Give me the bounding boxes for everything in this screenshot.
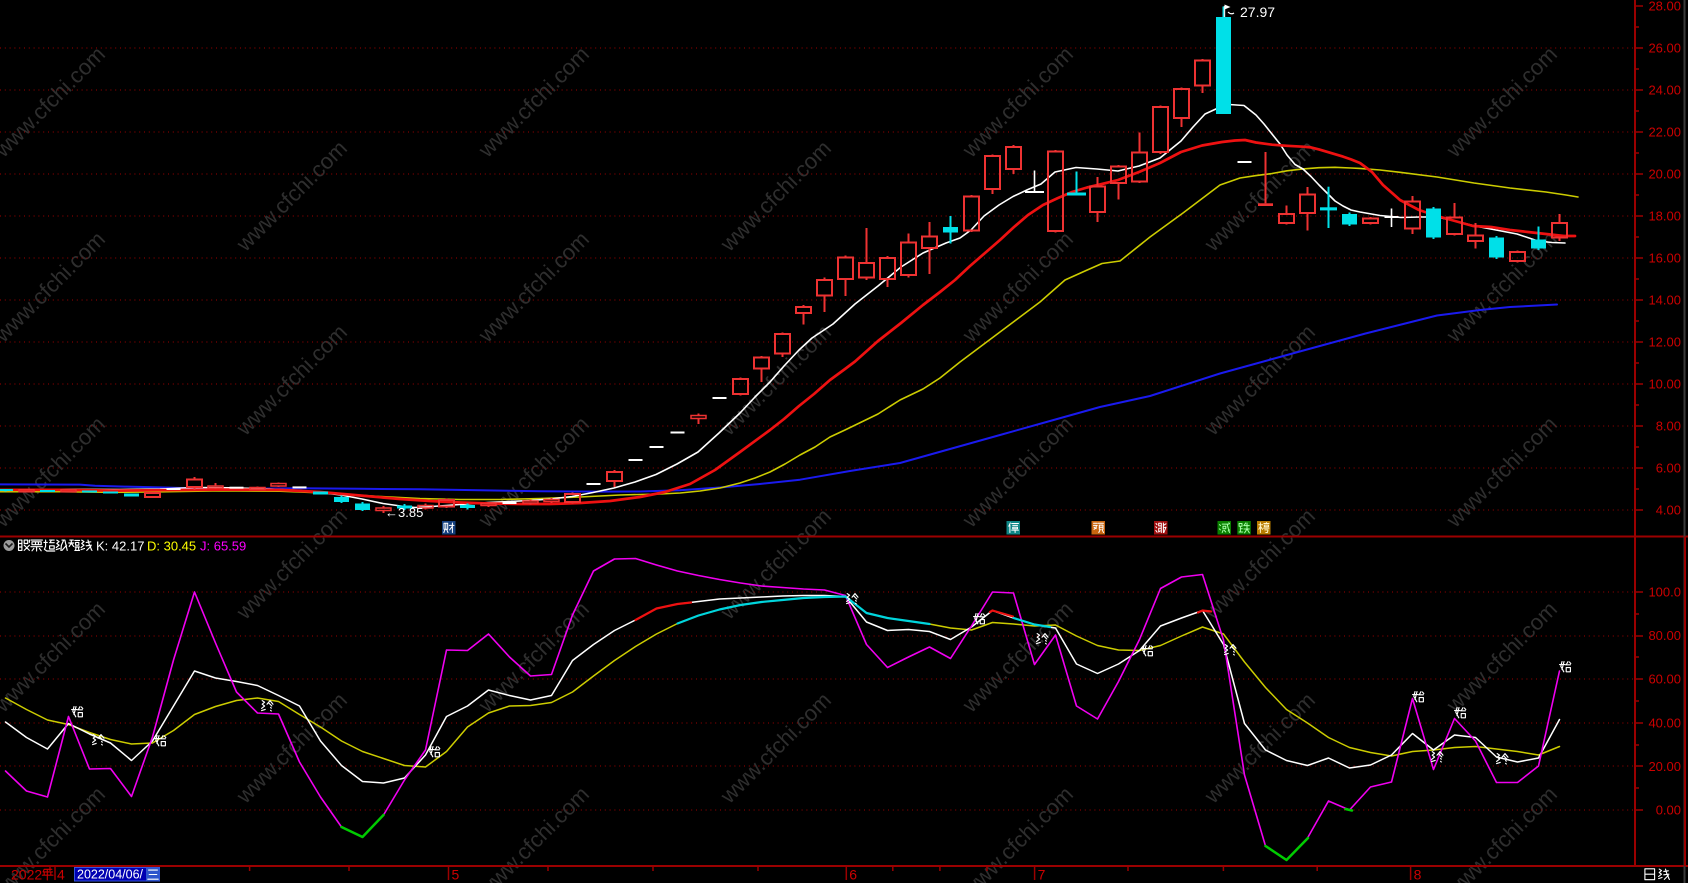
svg-text:24.00: 24.00 xyxy=(1648,83,1681,98)
svg-text:0.00: 0.00 xyxy=(1656,803,1681,818)
svg-text:6.00: 6.00 xyxy=(1656,461,1681,476)
svg-text:2022: 2022 xyxy=(11,867,42,883)
svg-text:27.97: 27.97 xyxy=(1240,4,1275,20)
svg-text:4: 4 xyxy=(57,867,65,883)
svg-text:J: 65.59: J: 65.59 xyxy=(200,539,246,554)
svg-text:16.00: 16.00 xyxy=(1648,251,1681,266)
svg-text:8: 8 xyxy=(1414,867,1422,883)
svg-text:6: 6 xyxy=(849,867,857,883)
svg-text:26.00: 26.00 xyxy=(1648,41,1681,56)
svg-text:20.00: 20.00 xyxy=(1648,167,1681,182)
svg-text:2022/04/06/: 2022/04/06/ xyxy=(77,868,144,882)
svg-text:60.00: 60.00 xyxy=(1648,672,1681,687)
svg-text:28.00: 28.00 xyxy=(1648,0,1681,14)
svg-text:D: 30.45: D: 30.45 xyxy=(147,539,196,554)
svg-text:18.00: 18.00 xyxy=(1648,209,1681,224)
svg-text:12.00: 12.00 xyxy=(1648,335,1681,350)
svg-text:40.00: 40.00 xyxy=(1648,715,1681,730)
svg-text:5: 5 xyxy=(452,867,460,883)
svg-text:10.00: 10.00 xyxy=(1648,377,1681,392)
svg-text:100.0: 100.0 xyxy=(1648,585,1681,600)
svg-text:7: 7 xyxy=(1038,867,1046,883)
svg-text:14.00: 14.00 xyxy=(1648,293,1681,308)
svg-text:8.00: 8.00 xyxy=(1656,419,1681,434)
svg-text:4.00: 4.00 xyxy=(1656,503,1681,518)
svg-text:K: 42.17: K: 42.17 xyxy=(96,539,144,554)
svg-text:←3.85: ←3.85 xyxy=(385,505,423,520)
svg-text:20.00: 20.00 xyxy=(1648,759,1681,774)
svg-text:80.00: 80.00 xyxy=(1648,628,1681,643)
svg-text:22.00: 22.00 xyxy=(1648,125,1681,140)
